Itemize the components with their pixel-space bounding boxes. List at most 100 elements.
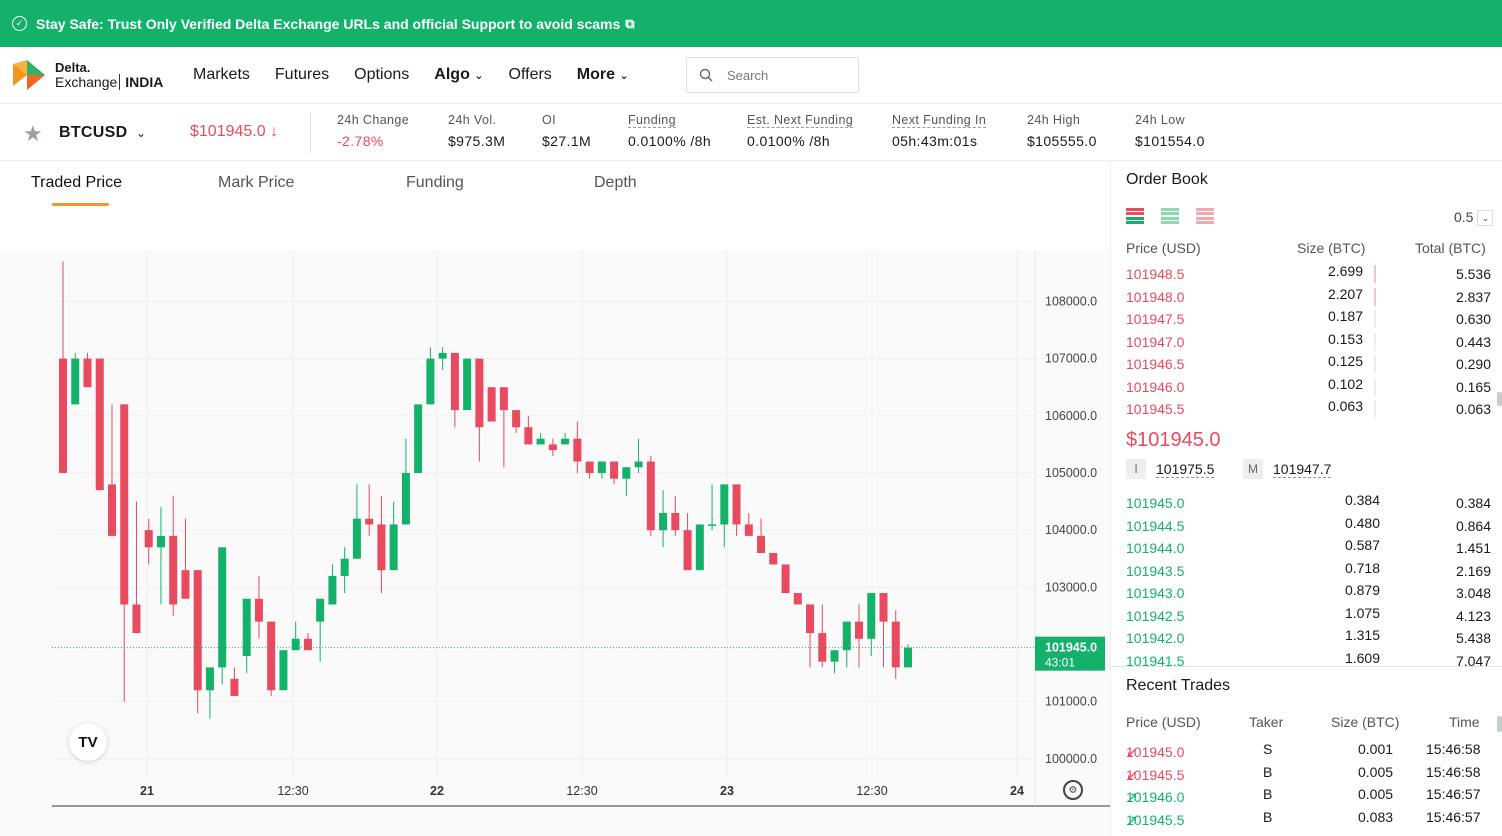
asks-view-icon[interactable] (1196, 208, 1214, 224)
tradingview-logo[interactable]: TV (69, 723, 107, 761)
ask-row[interactable]: 101946.0 0.102 0.165 (1111, 376, 1502, 398)
ask-row[interactable]: 101947.0 0.153 0.443 (1111, 331, 1502, 353)
ask-row[interactable]: 101948.5 2.699 5.536 (1111, 263, 1502, 285)
candle-body (904, 647, 912, 668)
stat-next-funding-in[interactable]: Next Funding In 05h:43m:01s (892, 113, 987, 149)
candle-body (291, 638, 300, 651)
candle-body (793, 593, 802, 605)
star-icon[interactable]: ★ (23, 121, 43, 146)
bid-total: 0.384 (1455, 495, 1491, 511)
ask-total: 0.165 (1455, 378, 1491, 395)
trades-scrollbar[interactable] (1497, 716, 1502, 732)
both-sides-view-icon[interactable] (1126, 208, 1144, 224)
chevron-down-icon[interactable]: ⌄ (136, 126, 147, 140)
nav-options[interactable]: Options (354, 66, 410, 83)
last-price-label: 101945.0 (1045, 641, 1097, 655)
tab-traded-price[interactable]: Traded Price (31, 174, 122, 191)
candle-body (414, 404, 423, 473)
candle-body (475, 358, 484, 428)
trade-taker: B (1263, 808, 1273, 825)
delta-logo-icon (13, 60, 45, 90)
ask-total: 0.630 (1455, 311, 1491, 327)
candle-body (818, 633, 827, 662)
ask-row[interactable]: 101946.5 0.125 0.290 (1111, 353, 1502, 375)
ticker-price: $101945.0 ↓ (190, 123, 278, 141)
safety-banner[interactable]: ✓ Stay Safe: Trust Only Verified Delta E… (0, 0, 1502, 47)
ask-price: 101947.0 (1126, 333, 1185, 350)
bid-price: 101942.5 (1126, 607, 1185, 624)
bid-row[interactable]: 101943.5 0.718 2.169 (1111, 560, 1502, 582)
nav-algo-label: Algo (434, 66, 470, 83)
nav-more[interactable]: More ⌄ (577, 66, 629, 84)
nav-markets[interactable]: Markets (193, 66, 250, 83)
ob-header-price: Price (USD) (1126, 240, 1201, 256)
stat-est-next-funding[interactable]: Est. Next Funding 0.0100% /8h (747, 113, 854, 149)
trade-size: 0.005 (1358, 786, 1394, 802)
delta-logo[interactable]: Delta. Exchange INDIA (11, 58, 181, 92)
top-nav: Delta. Exchange INDIA Markets Futures Opt… (0, 47, 1502, 104)
candle-body (561, 438, 570, 445)
candle-body (365, 518, 374, 525)
stat-value: 0.0100% /8h (628, 133, 712, 149)
mark-price-value: 101947.7 (1273, 460, 1332, 478)
search-input[interactable] (727, 67, 847, 83)
nav-offers[interactable]: Offers (508, 66, 552, 83)
stat-24h-vol: 24h Vol. $975.3M (448, 113, 505, 149)
stat-funding[interactable]: Funding 0.0100% /8h (628, 113, 711, 149)
candle-body (132, 604, 141, 634)
bid-row[interactable]: 101942.5 1.075 4.123 (1111, 605, 1502, 627)
ask-price: 101947.5 (1126, 311, 1185, 327)
bid-row[interactable]: 101945.0 0.384 0.384 (1111, 492, 1502, 514)
candle-body (695, 524, 704, 571)
bid-row[interactable]: 101942.0 1.315 5.438 (1111, 627, 1502, 649)
mark-price: M 101947.7 (1243, 459, 1332, 479)
trade-time: 15:46:57 (1426, 786, 1481, 802)
bids-view-icon[interactable] (1161, 208, 1179, 224)
bid-row[interactable]: 101944.5 0.480 0.864 (1111, 515, 1502, 537)
mark-badge: M (1243, 459, 1263, 479)
price-chart[interactable]: 108000.0 107000.0 106000.0 105000.0 104000.0… (0, 206, 1110, 836)
logo-region: INDIA (119, 74, 164, 90)
symbol-selector[interactable]: BTCUSD (59, 124, 128, 141)
settings-icon[interactable]: ⚙ (1063, 780, 1083, 800)
bid-row[interactable]: 101944.0 0.587 1.451 (1111, 537, 1502, 559)
trade-price-value: 101945.5 (1126, 766, 1185, 783)
ask-total: 0.063 (1455, 401, 1491, 417)
candle-body (83, 358, 92, 388)
rt-header-taker: Taker (1249, 714, 1284, 730)
candle-body (720, 484, 729, 525)
tick-size-select[interactable]: 0.5 ⌄ (1454, 209, 1494, 227)
trade-time: 15:46:57 (1426, 808, 1481, 825)
orderbook-scrollbar[interactable] (1497, 392, 1502, 406)
candle-body (267, 621, 276, 691)
candle-body (59, 358, 67, 473)
stat-24h-low: 24h Low $101554.0 (1135, 113, 1205, 149)
candlestick-chart[interactable]: 108000.0 107000.0 106000.0 105000.0 104000.0… (0, 206, 1110, 836)
external-link-icon[interactable]: ⧉ (625, 15, 635, 31)
bid-size: 0.879 (1344, 582, 1380, 598)
candle-body (254, 598, 263, 622)
stat-value: $105555.0 (1027, 133, 1097, 149)
tab-depth[interactable]: Depth (594, 174, 637, 191)
bid-price: 101944.0 (1126, 540, 1185, 556)
candle-body (71, 358, 80, 405)
candle-body (879, 593, 888, 622)
ask-row[interactable]: 101948.0 2.207 2.837 (1111, 286, 1502, 308)
ask-row[interactable]: 101945.5 0.063 0.063 (1111, 398, 1502, 420)
nav-futures[interactable]: Futures (274, 66, 330, 83)
bid-row[interactable]: 101941.5 1.609 7.047 (1111, 650, 1502, 672)
candle-body (769, 553, 778, 565)
candle-body (622, 467, 631, 479)
search-box[interactable] (686, 57, 859, 93)
chevron-down-icon: ⌄ (474, 70, 484, 82)
nav-algo[interactable]: Algo ⌄ (434, 66, 483, 84)
candle-body (610, 461, 619, 479)
candle-body (659, 513, 668, 531)
stat-label: Funding (628, 113, 676, 128)
tab-mark-price[interactable]: Mark Price (218, 174, 295, 191)
stat-value: $975.3M (448, 133, 506, 149)
bid-row[interactable]: 101943.0 0.879 3.048 (1111, 582, 1502, 604)
ask-row[interactable]: 101947.5 0.187 0.630 (1111, 308, 1502, 330)
tab-funding[interactable]: Funding (406, 174, 464, 191)
bid-price: 101945.0 (1126, 495, 1185, 511)
